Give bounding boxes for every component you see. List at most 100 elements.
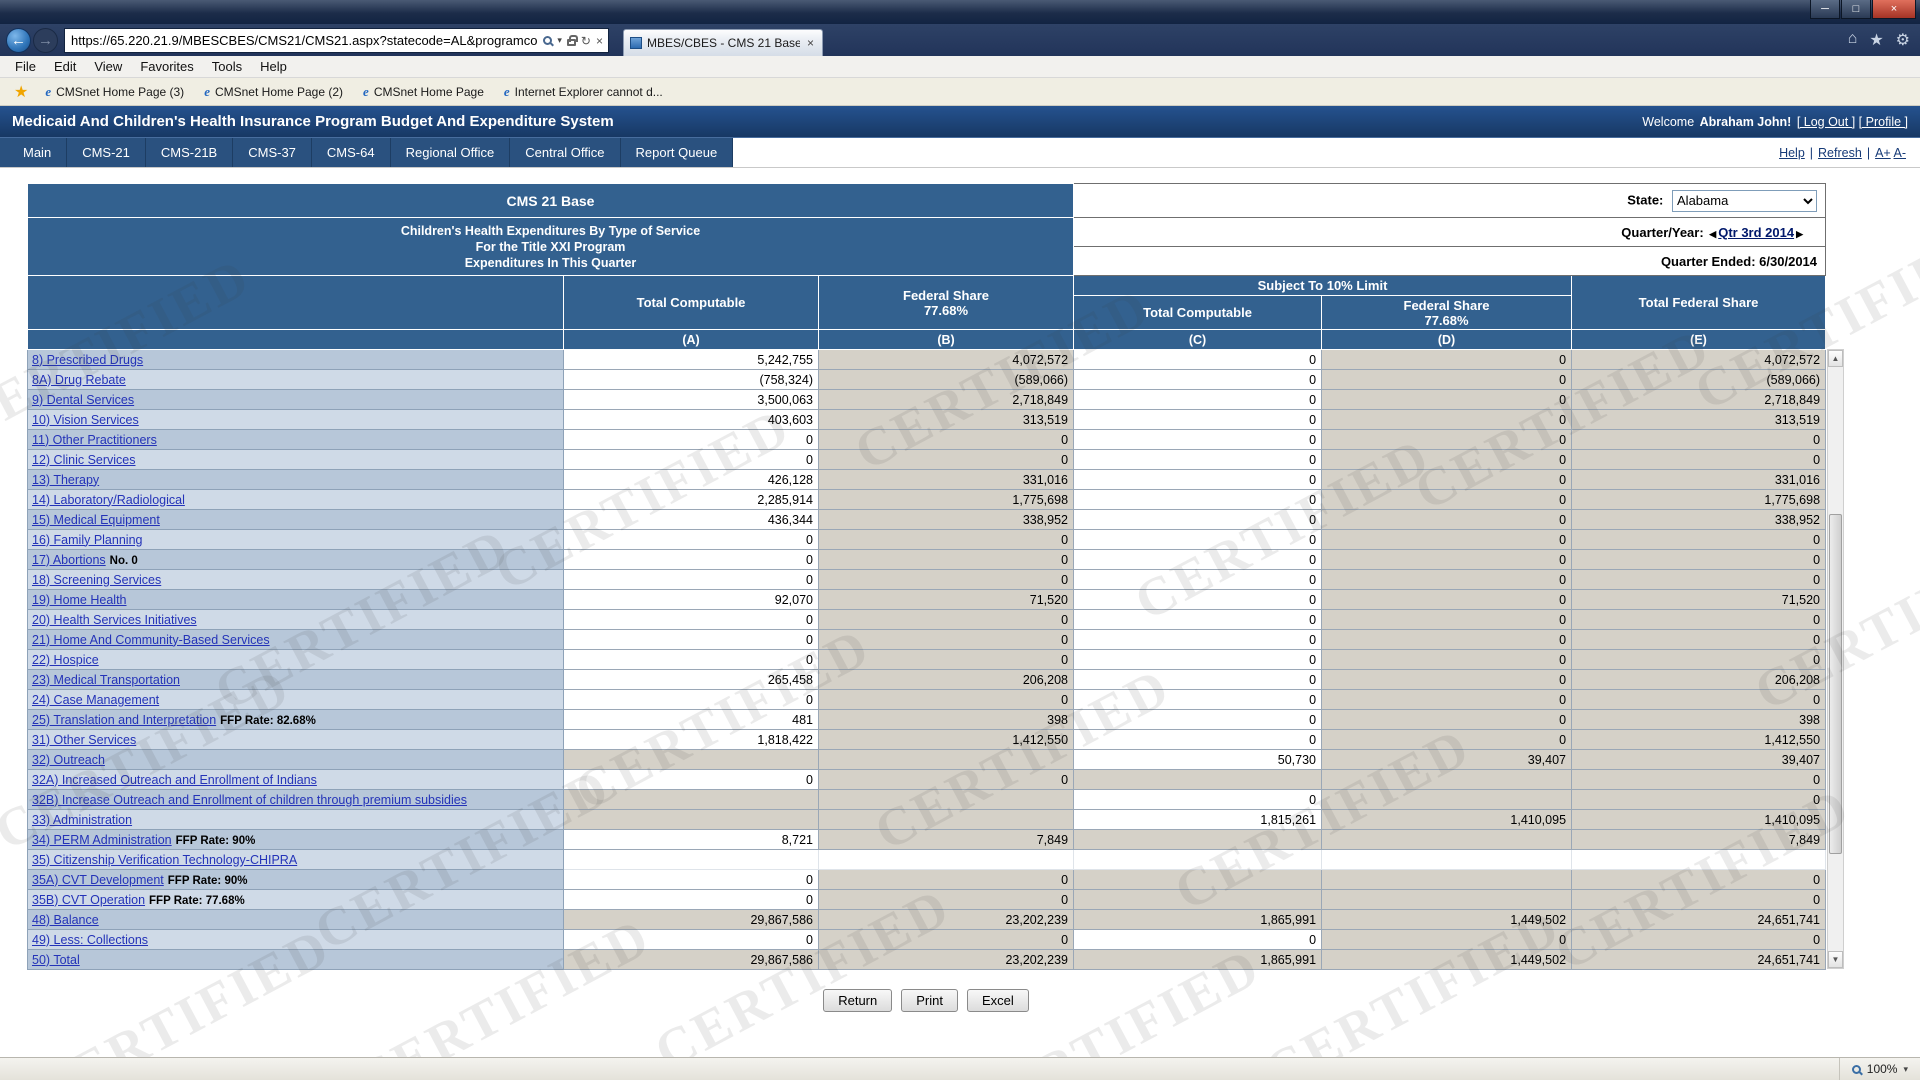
refresh-link[interactable]: Refresh: [1818, 146, 1862, 160]
nav-item-main[interactable]: Main: [8, 138, 67, 167]
stop-icon[interactable]: ×: [596, 34, 603, 48]
home-icon[interactable]: ⌂: [1848, 30, 1858, 50]
table-row: 25) Translation and InterpretationFFP Ra…: [28, 710, 1826, 730]
font-increase-link[interactable]: A+: [1875, 146, 1891, 160]
forward-button[interactable]: →: [33, 28, 58, 53]
nav-item-cms37[interactable]: CMS-37: [233, 138, 312, 167]
nav-item-central-office[interactable]: Central Office: [510, 138, 620, 167]
menu-file[interactable]: File: [6, 59, 45, 74]
row-link[interactable]: 32B) Increase Outreach and Enrollment of…: [32, 793, 467, 807]
back-button[interactable]: ←: [6, 28, 31, 53]
browser-tab[interactable]: MBES/CBES - CMS 21 Base ×: [623, 29, 823, 56]
window-minimize-button[interactable]: ─: [1810, 0, 1840, 19]
menu-favorites[interactable]: Favorites: [131, 59, 202, 74]
row-link[interactable]: 32A) Increased Outreach and Enrollment o…: [32, 773, 317, 787]
table-row: 35) Citizenship Verification Technology-…: [28, 850, 1826, 870]
search-caret-icon[interactable]: ▾: [557, 35, 562, 46]
row-link[interactable]: 15) Medical Equipment: [32, 513, 160, 527]
row-label-cell: 8) Prescribed Drugs: [28, 350, 564, 370]
row-link[interactable]: 35A) CVT Development: [32, 873, 164, 887]
state-select[interactable]: Alabama: [1672, 190, 1817, 212]
favorite-item-4[interactable]: eInternet Explorer cannot d...: [495, 81, 672, 103]
profile-link[interactable]: [ Profile ]: [1859, 115, 1908, 129]
menu-view[interactable]: View: [85, 59, 131, 74]
help-link[interactable]: Help: [1779, 146, 1805, 160]
row-link[interactable]: 35B) CVT Operation: [32, 893, 145, 907]
cell-a: 0: [564, 690, 819, 710]
scroll-down-button[interactable]: ▼: [1828, 951, 1843, 968]
row-link[interactable]: 10) Vision Services: [32, 413, 139, 427]
row-link[interactable]: 49) Less: Collections: [32, 933, 148, 947]
row-link[interactable]: 23) Medical Transportation: [32, 673, 180, 687]
quarter-value-link[interactable]: Qtr 3rd 2014: [1718, 225, 1794, 240]
table-row: 31) Other Services1,818,4221,412,550001,…: [28, 730, 1826, 750]
favorite-item-1[interactable]: eCMSnet Home Page (3): [36, 81, 193, 103]
cell-d: 0: [1322, 650, 1572, 670]
favorite-item-2[interactable]: eCMSnet Home Page (2): [195, 81, 352, 103]
url-text[interactable]: https://65.220.21.9/MBESCBES/CMS21/CMS21…: [71, 33, 538, 48]
row-link[interactable]: 12) Clinic Services: [32, 453, 136, 467]
menu-edit[interactable]: Edit: [45, 59, 85, 74]
row-link[interactable]: 50) Total: [32, 953, 80, 967]
refresh-icon[interactable]: ↻: [581, 34, 591, 48]
logout-link[interactable]: [ Log Out ]: [1797, 115, 1855, 129]
tab-close-icon[interactable]: ×: [805, 36, 816, 50]
table-scrollbar[interactable]: ▲ ▼: [1827, 349, 1844, 969]
favorites-icon[interactable]: ★: [1869, 30, 1883, 50]
zoom-control[interactable]: 100% ▾: [1839, 1058, 1908, 1080]
row-label-cell: 35B) CVT OperationFFP Rate: 77.68%: [28, 890, 564, 910]
zoom-caret-icon[interactable]: ▾: [1903, 1064, 1908, 1075]
row-link[interactable]: 22) Hospice: [32, 653, 99, 667]
row-link[interactable]: 19) Home Health: [32, 593, 127, 607]
row-link[interactable]: 25) Translation and Interpretation: [32, 713, 216, 727]
favorites-star-icon[interactable]: ★: [8, 82, 34, 102]
nav-item-regional-office[interactable]: Regional Office: [391, 138, 511, 167]
letter-c: (C): [1074, 330, 1322, 350]
report-title: CMS 21 Base: [28, 184, 1074, 218]
settings-gear-icon[interactable]: ⚙: [1896, 30, 1910, 50]
row-link[interactable]: 8) Prescribed Drugs: [32, 353, 143, 367]
quarter-next-icon[interactable]: ▶: [1794, 229, 1805, 239]
scrollbar-thumb[interactable]: [1829, 514, 1842, 854]
row-link[interactable]: 34) PERM Administration: [32, 833, 172, 847]
print-button[interactable]: Print: [901, 989, 958, 1012]
row-link[interactable]: 9) Dental Services: [32, 393, 134, 407]
row-link[interactable]: 18) Screening Services: [32, 573, 161, 587]
search-icon[interactable]: [543, 36, 552, 45]
cell-b: 1,775,698: [819, 490, 1074, 510]
row-label-cell: 20) Health Services Initiatives: [28, 610, 564, 630]
window-maximize-button[interactable]: □: [1841, 0, 1871, 19]
nav-item-cms21b[interactable]: CMS-21B: [146, 138, 233, 167]
scroll-up-button[interactable]: ▲: [1828, 350, 1843, 367]
excel-button[interactable]: Excel: [967, 989, 1029, 1012]
favorite-item-3[interactable]: eCMSnet Home Page: [354, 81, 493, 103]
row-link[interactable]: 8A) Drug Rebate: [32, 373, 126, 387]
row-link[interactable]: 20) Health Services Initiatives: [32, 613, 197, 627]
nav-item-cms64[interactable]: CMS-64: [312, 138, 391, 167]
ie-page-icon: e: [45, 84, 51, 100]
cell-d: 1,410,095: [1322, 810, 1572, 830]
font-decrease-link[interactable]: A-: [1894, 146, 1907, 160]
row-link[interactable]: 32) Outreach: [32, 753, 105, 767]
row-link[interactable]: 17) Abortions: [32, 553, 106, 567]
row-link[interactable]: 11) Other Practitioners: [32, 433, 157, 447]
row-link[interactable]: 21) Home And Community-Based Services: [32, 633, 270, 647]
menu-tools[interactable]: Tools: [203, 59, 251, 74]
row-link[interactable]: 35) Citizenship Verification Technology-…: [32, 853, 297, 867]
row-link[interactable]: 33) Administration: [32, 813, 132, 827]
return-button[interactable]: Return: [823, 989, 892, 1012]
menu-help[interactable]: Help: [251, 59, 296, 74]
nav-item-report-queue[interactable]: Report Queue: [621, 138, 734, 167]
quarter-prev-icon[interactable]: ◀: [1707, 229, 1718, 239]
row-link[interactable]: 14) Laboratory/Radiological: [32, 493, 185, 507]
window-close-button[interactable]: ×: [1872, 0, 1916, 19]
row-link[interactable]: 24) Case Management: [32, 693, 159, 707]
cell-e: 39,407: [1572, 750, 1826, 770]
row-link[interactable]: 13) Therapy: [32, 473, 99, 487]
row-link[interactable]: 31) Other Services: [32, 733, 136, 747]
row-link[interactable]: 16) Family Planning: [32, 533, 142, 547]
url-box[interactable]: https://65.220.21.9/MBESCBES/CMS21/CMS21…: [64, 28, 609, 53]
row-link[interactable]: 48) Balance: [32, 913, 99, 927]
cell-b: (589,066): [819, 370, 1074, 390]
nav-item-cms21[interactable]: CMS-21: [67, 138, 146, 167]
